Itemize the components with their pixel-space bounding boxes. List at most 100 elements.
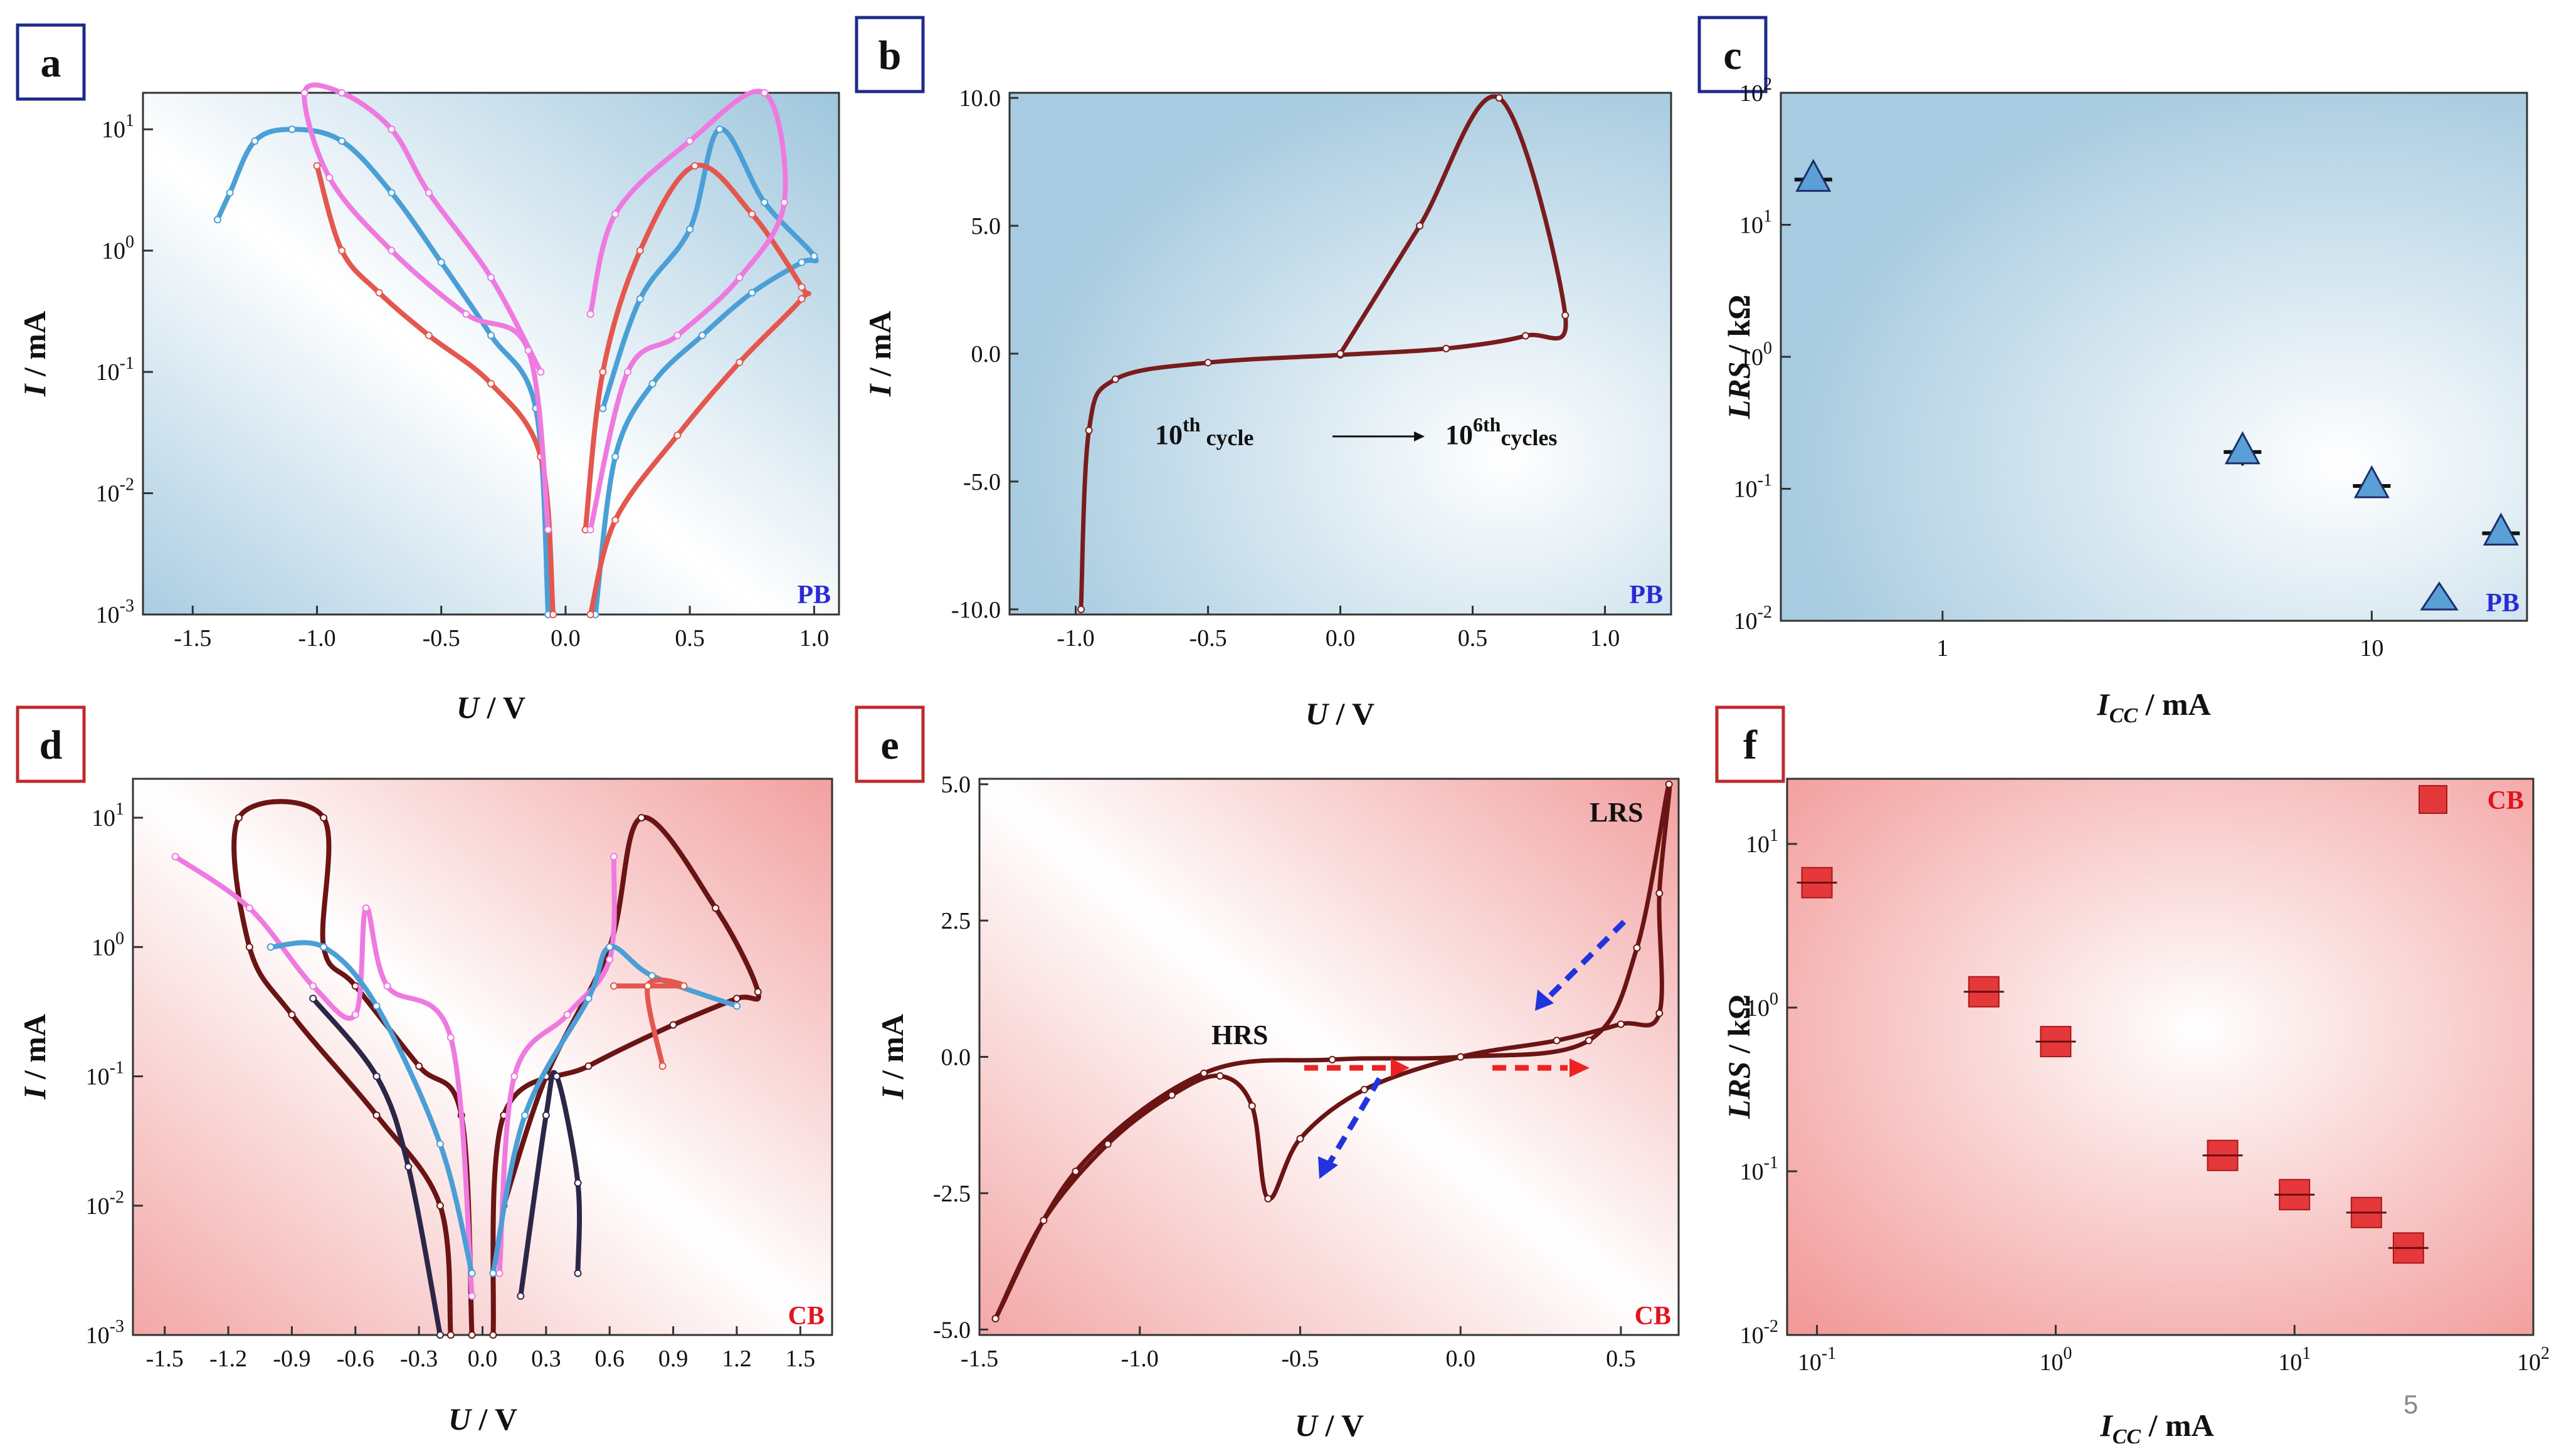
panel-d-letter: d — [40, 722, 63, 768]
data-point — [1521, 332, 1529, 340]
series-pinkd2 — [497, 854, 617, 1276]
x-tick-label: -1.5 — [146, 1346, 184, 1372]
data-point — [487, 379, 495, 388]
x-tick-label: 102 — [2517, 1344, 2550, 1376]
cycle-start-sup: th — [1183, 413, 1201, 436]
x-tick-label: -0.9 — [273, 1346, 310, 1372]
data-point — [468, 1292, 476, 1300]
series-cycle — [1079, 94, 1568, 612]
data-point — [549, 611, 557, 618]
panel-a-plot: -1.5 -1.0 -0.5 0.0 0.5 1.0 101 100 10-1 10-2 10-3 — [96, 82, 829, 652]
data-point — [715, 125, 724, 134]
data-point — [1168, 1091, 1176, 1099]
series-maroon — [231, 799, 475, 1337]
x-tick-label: 1 — [1936, 635, 1948, 662]
x-tick-label: -0.3 — [400, 1346, 438, 1372]
cycle-end-label: 106thcycles — [1445, 413, 1557, 450]
y-tick-label: 10.0 — [959, 85, 1001, 112]
x-tick-label: 100 — [2039, 1344, 2072, 1376]
data-point — [586, 310, 594, 318]
series-navy — [310, 996, 443, 1337]
y-tick-label: 10-2 — [1734, 603, 1772, 635]
data-point — [1216, 1072, 1224, 1080]
cycle-end-sub: cycles — [1501, 425, 1557, 450]
y-tick-label: 0.0 — [941, 1045, 971, 1071]
x-tick-label: -1.0 — [298, 625, 335, 652]
x-tick-label: -1.5 — [961, 1346, 998, 1372]
data-point — [586, 525, 594, 534]
x-tick-label: 0.5 — [1458, 625, 1488, 652]
data-point — [584, 1062, 593, 1070]
data-point — [810, 252, 818, 260]
data-point — [537, 368, 545, 376]
panel-a-xlabel: U / V — [456, 690, 525, 725]
data-point — [609, 853, 618, 861]
y-tick-label: 10-2 — [96, 475, 134, 507]
y-tick-label: -2.5 — [933, 1181, 971, 1207]
x-tick-label: 0.0 — [468, 1346, 498, 1372]
data-point — [552, 1072, 561, 1080]
y-tick-label: 10-3 — [86, 1317, 124, 1349]
panel-d-tag: CB — [788, 1302, 825, 1331]
panel-d-ylabel: I / mA — [17, 1014, 52, 1100]
data-point — [691, 162, 699, 170]
panel-a — [142, 92, 840, 616]
data-point — [732, 994, 741, 1003]
series-red2 — [583, 162, 811, 617]
y-tick-label: 10-1 — [1740, 1153, 1778, 1185]
data-point — [648, 972, 656, 980]
data-point — [372, 1072, 381, 1080]
panel-e-xlabel: U / V — [1295, 1408, 1364, 1443]
x-tick-label: -0.5 — [423, 625, 460, 652]
data-point — [436, 1201, 444, 1210]
panel-a-letter: a — [41, 40, 61, 86]
data-point — [309, 982, 317, 990]
legend-square — [2419, 785, 2447, 814]
data-point — [1040, 1216, 1048, 1225]
data-point — [171, 853, 179, 861]
panel-b-ylabel: I / mA — [862, 311, 897, 397]
y-tick-label: 5.0 — [971, 213, 1001, 240]
data-point — [489, 1269, 497, 1277]
data-point — [1561, 311, 1570, 319]
data-point — [798, 258, 806, 266]
data-point — [320, 814, 328, 822]
y-tick-label: 101 — [1739, 207, 1772, 239]
y-tick-label: 100 — [102, 233, 134, 265]
data-point — [468, 1331, 476, 1339]
data-point — [338, 137, 346, 145]
data-point — [309, 994, 317, 1003]
data-point — [606, 956, 614, 964]
data-point — [1442, 344, 1450, 352]
data-point — [712, 904, 720, 912]
data-point — [288, 125, 296, 134]
panel-d-background — [132, 778, 833, 1336]
data-point — [686, 137, 694, 145]
panel-e-letter: e — [880, 722, 899, 768]
panel-b-xlabel: U / V — [1306, 696, 1374, 731]
cycle-end-sup: 6th — [1473, 413, 1501, 436]
x-tick-label: 10 — [2360, 635, 2383, 662]
data-point — [213, 216, 221, 224]
x-tick-label: -0.6 — [337, 1346, 374, 1372]
data-point — [1104, 1140, 1112, 1148]
panel-e — [978, 778, 1680, 1336]
data-marker-triangle — [1795, 159, 1832, 192]
data-marker-triangle — [2224, 431, 2261, 465]
legend-triangle — [2420, 581, 2459, 611]
cycle-start-sub: cycle — [1200, 425, 1253, 450]
data-point — [1077, 605, 1085, 613]
data-point — [991, 1314, 1000, 1322]
data-point — [1085, 426, 1093, 435]
data-point — [644, 982, 652, 990]
panel-d-xlabel: U / V — [448, 1401, 517, 1437]
panel-c — [1780, 92, 2528, 622]
data-point — [761, 89, 769, 97]
data-point — [436, 1331, 444, 1339]
data-point — [338, 89, 346, 97]
x-tick-label: 0.6 — [594, 1346, 625, 1372]
data-marker-triangle — [2482, 512, 2519, 546]
data-point — [609, 982, 618, 990]
data-point — [658, 1062, 667, 1070]
